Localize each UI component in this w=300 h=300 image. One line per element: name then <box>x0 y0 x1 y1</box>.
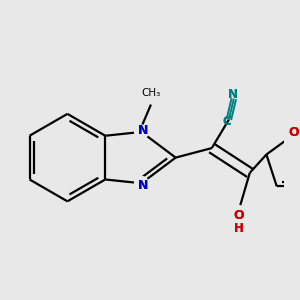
Text: N: N <box>228 88 238 101</box>
Text: O: O <box>288 126 299 140</box>
Text: N: N <box>138 124 148 136</box>
Circle shape <box>135 176 148 190</box>
Circle shape <box>287 128 300 142</box>
Text: CH₃: CH₃ <box>141 88 160 98</box>
Text: N: N <box>138 179 148 192</box>
Circle shape <box>135 125 148 139</box>
Text: H: H <box>233 222 243 235</box>
Text: C: C <box>223 115 231 128</box>
Text: N: N <box>138 179 148 192</box>
Text: H: H <box>233 222 243 235</box>
Text: N: N <box>228 88 238 101</box>
Text: O: O <box>233 209 244 222</box>
Text: O: O <box>233 209 244 222</box>
Text: N: N <box>138 124 148 136</box>
Text: O: O <box>288 126 299 140</box>
Text: C: C <box>223 115 231 128</box>
